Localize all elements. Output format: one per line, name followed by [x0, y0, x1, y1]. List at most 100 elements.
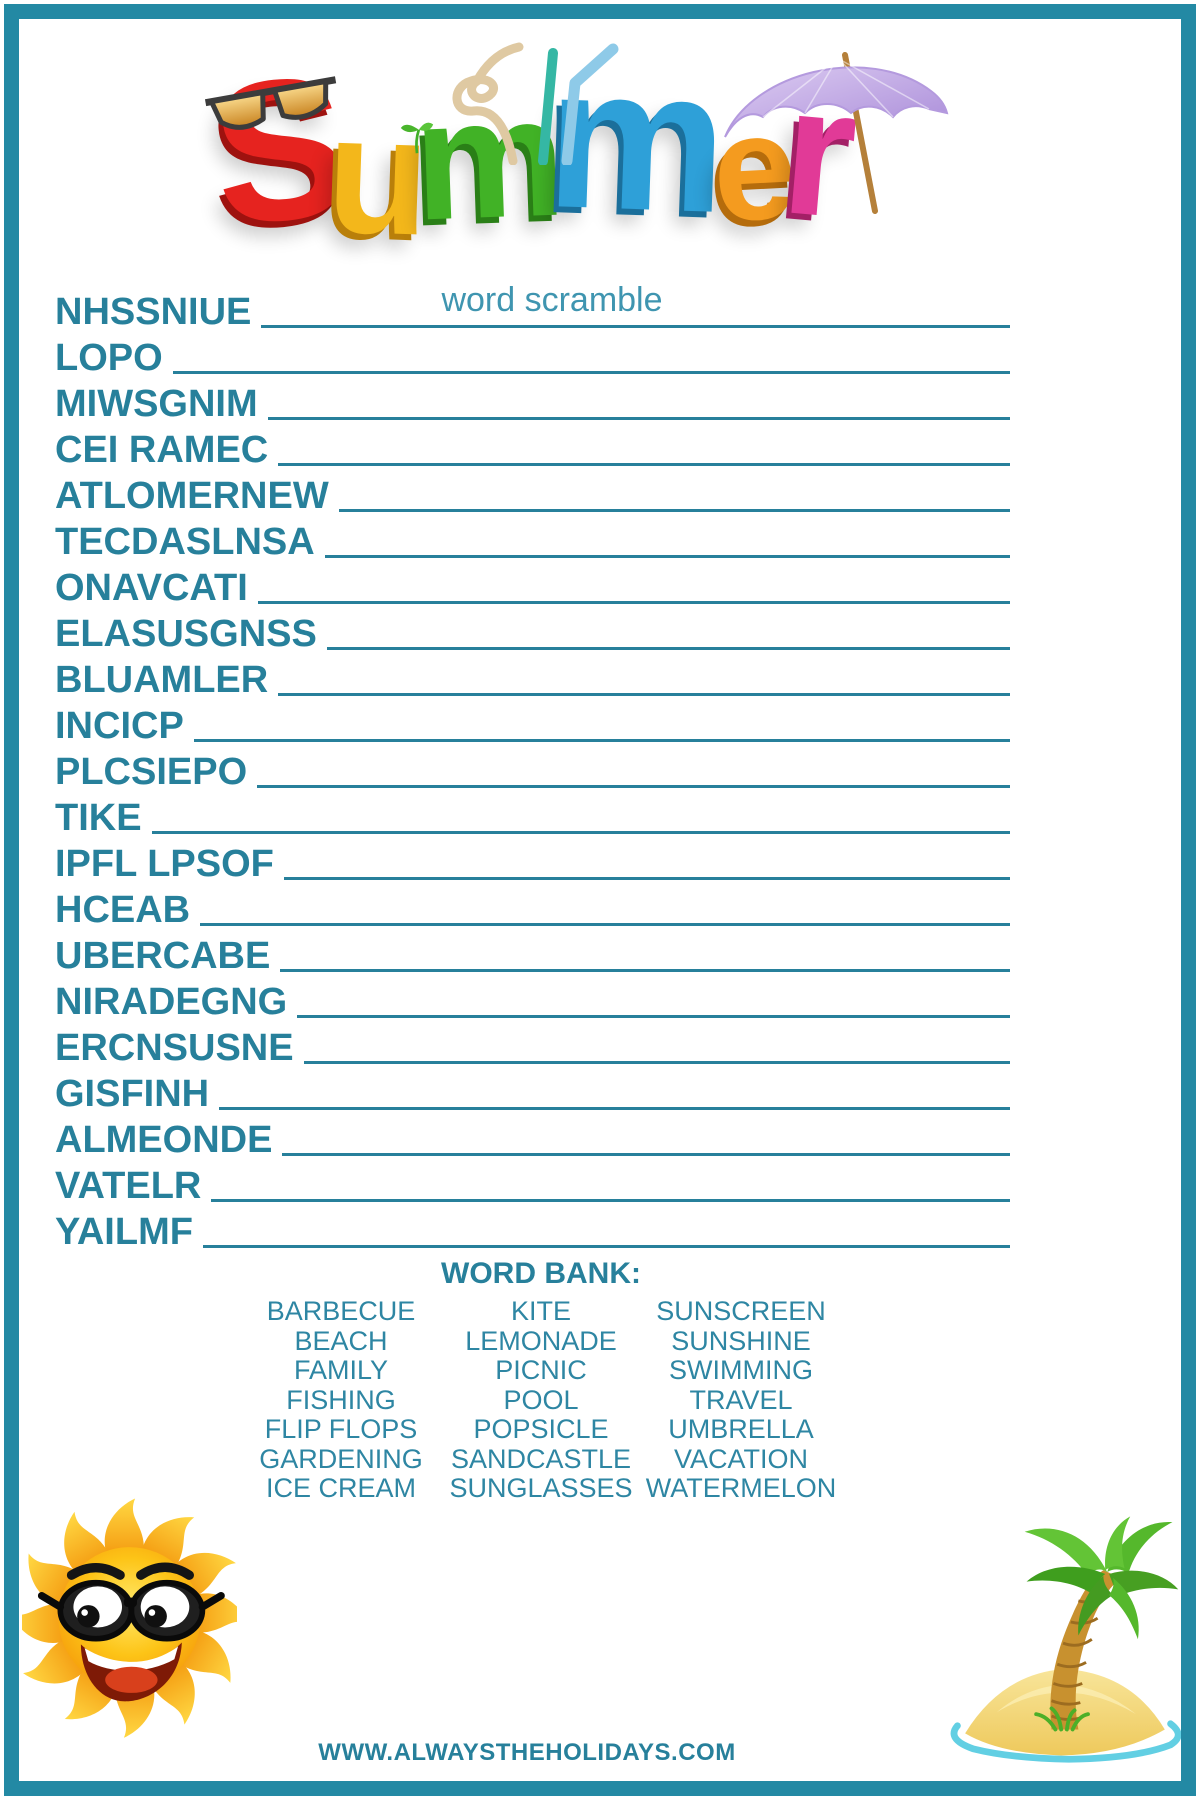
scramble-row: INCICP	[55, 699, 1010, 745]
word-bank-word: POPSICLE	[473, 1414, 609, 1444]
palm-tree-island-illustration	[950, 1516, 1182, 1763]
answer-line[interactable]	[257, 601, 1010, 604]
word-bank-word: SWIMMING	[669, 1355, 813, 1385]
drinking-straws-icon	[452, 42, 619, 165]
word-bank-word: FAMILY	[293, 1355, 389, 1385]
scrambled-word: INCICP	[55, 705, 184, 747]
answer-line[interactable]	[257, 785, 1010, 788]
scrambled-word: PLCSIEPO	[55, 751, 248, 793]
scramble-row: ELASUSGNSS	[55, 607, 1010, 653]
scramble-row: YAILMF	[55, 1205, 1010, 1251]
sun-with-sunglasses-illustration	[22, 1498, 237, 1738]
scrambled-word: ATLOMERNEW	[55, 475, 329, 517]
word-bank-word: WATERMELON	[645, 1473, 837, 1503]
scramble-row: ONAVCATI	[55, 561, 1010, 607]
word-bank-word: KITE	[510, 1296, 571, 1326]
scrambled-word: NIRADEGNG	[55, 981, 288, 1023]
answer-line[interactable]	[278, 693, 1010, 696]
word-bank-word: UMBRELLA	[668, 1414, 814, 1444]
word-bank-word: VACATION	[673, 1443, 808, 1474]
scrambled-word: HCEAB	[55, 889, 191, 931]
answer-line[interactable]	[219, 1107, 1010, 1110]
scramble-row: PLCSIEPO	[55, 745, 1010, 791]
scrambled-word: ONAVCATI	[55, 567, 248, 609]
answer-line[interactable]	[282, 1153, 1010, 1156]
scramble-row: GISFINH	[55, 1067, 1010, 1113]
footer: WWW.ALWAYSTHEHOLIDAYS.COM	[0, 1739, 1054, 1767]
beach-umbrella-icon	[724, 52, 949, 214]
scramble-row: NIRADEGNG	[55, 975, 1010, 1021]
word-bank-heading: WORD BANK:	[441, 1257, 641, 1290]
word-bank-word: BEACH	[294, 1325, 388, 1356]
answer-line[interactable]	[280, 969, 1010, 972]
word-bank-column: KITE LEMONADE PICNIC POOL POPSICLE SANDCASTLE…	[441, 1296, 641, 1504]
answer-line[interactable]	[261, 325, 1010, 328]
scramble-list: NHSSNIUE LOPO MIWSGNIM CEI RAMEC ATLOMERNEW T…	[19, 281, 1181, 1251]
word-bank-word: GARDENING	[259, 1443, 423, 1474]
scrambled-word: NHSSNIUE	[55, 291, 252, 333]
word-bank-word: POOL	[503, 1384, 579, 1415]
scramble-row: ALMEONDE	[55, 1113, 1010, 1159]
answer-line[interactable]	[193, 739, 1010, 742]
scramble-row: MIWSGNIM	[55, 377, 1010, 423]
scrambled-word: TECDASLNSA	[55, 521, 315, 563]
word-bank-column: BARBECUE BEACH FAMILY FISHING FLIP FLOPS GARD…	[241, 1296, 441, 1504]
word-bank-word: ICE CREAM	[265, 1473, 417, 1503]
scramble-row: IPFL LPSOF	[55, 837, 1010, 883]
answer-line[interactable]	[211, 1199, 1010, 1202]
answer-line[interactable]	[326, 647, 1010, 650]
answer-line[interactable]	[338, 509, 1010, 512]
answer-line[interactable]	[267, 417, 1010, 420]
subtitle: word scramble	[441, 281, 663, 319]
answer-line[interactable]	[202, 1245, 1010, 1248]
answer-line[interactable]	[278, 463, 1010, 466]
scrambled-word: YAILMF	[55, 1211, 193, 1253]
scramble-row: BLUAMLER	[55, 653, 1010, 699]
answer-line[interactable]	[303, 1061, 1010, 1064]
site-url-link[interactable]: WWW.ALWAYSTHEHOLIDAYS.COM	[318, 1739, 736, 1766]
answer-line[interactable]	[151, 831, 1010, 834]
scrambled-word: VATELR	[55, 1165, 202, 1207]
answer-line[interactable]	[297, 1015, 1010, 1018]
scrambled-word: UBERCABE	[55, 935, 271, 977]
scramble-row: TIKE	[55, 791, 1010, 837]
scramble-row: VATELR	[55, 1159, 1010, 1205]
scrambled-word: MIWSGNIM	[55, 383, 258, 425]
word-bank-word: TRAVEL	[689, 1384, 793, 1415]
word-bank-word: SUNGLASSES	[449, 1473, 633, 1503]
word-bank-word: LEMONADE	[465, 1325, 617, 1356]
answer-line[interactable]	[283, 877, 1010, 880]
word-bank-column: SUNSCREEN SUNSHINE SWIMMING TRAVEL UMBRELLA V…	[641, 1296, 841, 1504]
word-bank-word: SUNSCREEN	[656, 1296, 826, 1326]
scrambled-word: ALMEONDE	[55, 1119, 273, 1161]
word-bank-word: SUNSHINE	[671, 1325, 811, 1356]
word-bank-word: BARBECUE	[266, 1296, 416, 1326]
answer-line[interactable]	[200, 923, 1010, 926]
scramble-row: NHSSNIUE	[55, 285, 1010, 331]
scrambled-word: LOPO	[55, 337, 163, 379]
scramble-row: CEI RAMEC	[55, 423, 1010, 469]
answer-line[interactable]	[172, 371, 1010, 374]
scrambled-word: CEI RAMEC	[55, 429, 269, 471]
sunglasses-icon	[204, 76, 337, 130]
scramble-row: UBERCABE	[55, 929, 1010, 975]
word-bank-columns: BARBECUE BEACH FAMILY FISHING FLIP FLOPS GARD…	[241, 1296, 841, 1504]
scrambled-word: ELASUSGNSS	[55, 613, 317, 655]
scramble-row: HCEAB	[55, 883, 1010, 929]
scrambled-word: IPFL LPSOF	[55, 843, 274, 885]
scramble-row: ERCNSUSNE	[55, 1021, 1010, 1067]
answer-line[interactable]	[324, 555, 1010, 558]
word-bank-word: FLIP FLOPS	[264, 1414, 418, 1444]
word-bank: WORD BANK: BARBECUE BEACH FAMILY FISHING FLI…	[241, 1257, 841, 1504]
scrambled-word: TIKE	[55, 797, 142, 839]
word-bank-word: SANDCASTLE	[450, 1443, 632, 1474]
word-bank-word: FISHING	[286, 1384, 396, 1415]
scramble-row: TECDASLNSA	[55, 515, 1010, 561]
scramble-row: LOPO	[55, 331, 1010, 377]
leaf-sprout-icon	[400, 122, 434, 154]
word-bank-word: PICNIC	[495, 1355, 587, 1385]
scrambled-word: ERCNSUSNE	[55, 1027, 294, 1069]
scramble-row: ATLOMERNEW	[55, 469, 1010, 515]
